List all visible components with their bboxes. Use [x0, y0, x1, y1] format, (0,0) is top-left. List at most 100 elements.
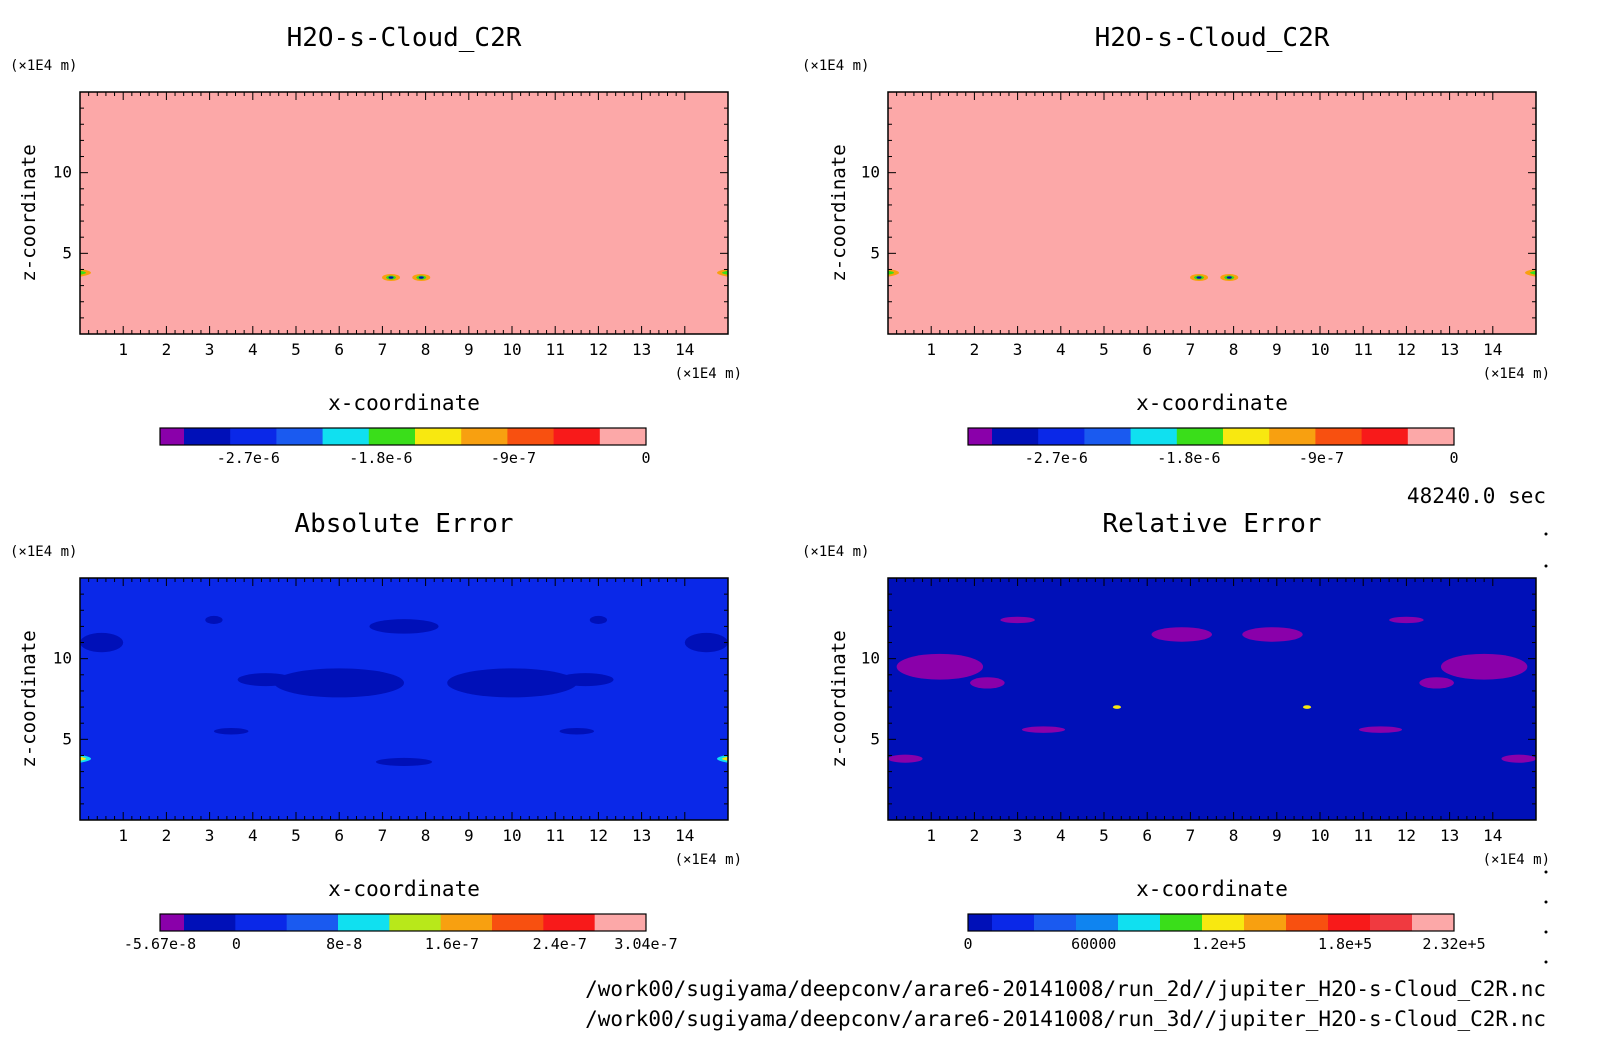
colorbar-segment [492, 914, 544, 931]
colorbar-segment [276, 428, 324, 445]
contour-patch [970, 677, 1005, 689]
panel-absolute-error: Absolute Error (×1E4 m) 1 2 3 4 5 6 7 8 9 10 11 12 1… [10, 509, 742, 953]
x-tick-label: 14 [1483, 826, 1502, 845]
y-unit-label: (×1E4 m) [802, 58, 869, 74]
x-tick-label: 14 [675, 826, 694, 845]
x-tick-label: 1 [926, 340, 936, 359]
x-tick-label: 6 [1142, 340, 1152, 359]
x-tick-label: 7 [378, 340, 388, 359]
y-axis-label: z-coordinate [18, 630, 40, 767]
colorbar-segment [1370, 914, 1413, 931]
colorbar-segment [507, 428, 555, 445]
y-unit-label: (×1E4 m) [802, 544, 869, 560]
axis-ticks [80, 578, 728, 820]
colorbar-tick-label: 0 [641, 449, 650, 467]
colorbar-segment [968, 428, 993, 445]
y-axis-label: z-coordinate [828, 630, 850, 767]
y-tick-labels: 5 10 [53, 163, 72, 263]
y-tick-label: 10 [53, 649, 72, 668]
x-tick-label: 2 [970, 826, 980, 845]
colorbar-segment [230, 428, 277, 445]
x-tick-label: 3 [205, 826, 215, 845]
x-tick-label: 11 [1354, 340, 1373, 359]
edge-feature-core [80, 756, 86, 761]
colorbar-frame [159, 427, 647, 446]
colorbar-segment [286, 914, 339, 931]
colorbar-segment [1176, 428, 1224, 445]
x-tick-label: 3 [1013, 826, 1023, 845]
x-tick-label: 7 [1186, 340, 1196, 359]
contour-patch [1151, 627, 1212, 642]
x-tick-label: 4 [248, 340, 258, 359]
field-features [80, 615, 728, 766]
contour-patch [213, 728, 249, 735]
x-tick-label: 9 [1272, 340, 1282, 359]
contour-patch [1000, 616, 1035, 624]
margin-dot [1544, 930, 1548, 934]
x-unit-label: (×1E4 m) [675, 852, 742, 868]
y-axis-label: z-coordinate [18, 144, 40, 281]
x-tick-label: 2 [162, 340, 172, 359]
feature-blob-center [1196, 276, 1202, 279]
colorbar-segment [992, 428, 1039, 445]
y-tick-label: 5 [62, 243, 72, 262]
x-tick-label: 5 [1099, 340, 1109, 359]
x-tick-label: 10 [1310, 340, 1329, 359]
colorbar-labels: 0 60000 1.2e+5 1.8e+5 2.32e+5 [963, 935, 1485, 953]
margin-dot [1544, 960, 1548, 964]
contour-patch [1358, 726, 1403, 733]
file-path-2d: /work00/sugiyama/deepconv/arare6-2014100… [585, 977, 1546, 1001]
colorbar-frame [967, 913, 1455, 932]
colorbar [159, 427, 647, 446]
x-tick-label: 5 [291, 340, 301, 359]
colorbar-segment [184, 914, 236, 931]
x-unit-label: (×1E4 m) [675, 366, 742, 382]
x-tick-label: 10 [502, 826, 521, 845]
margin-dot [1544, 900, 1548, 904]
margin-dots [1544, 532, 1548, 964]
contour-patch [589, 615, 608, 624]
x-tick-label: 1 [118, 340, 128, 359]
x-tick-label: 8 [421, 340, 431, 359]
colorbar-tick-label: -9e-7 [491, 449, 536, 467]
colorbar [967, 427, 1455, 446]
edge-feature-core [1530, 270, 1536, 275]
y-tick-label: 5 [870, 729, 880, 748]
edge-feature-core [722, 270, 728, 275]
x-tick-label: 8 [1229, 826, 1239, 845]
x-tick-label: 4 [248, 826, 258, 845]
colorbar-segment [1361, 428, 1409, 445]
x-tick-label: 2 [970, 340, 980, 359]
x-tick-label: 11 [1354, 826, 1373, 845]
x-tick-label: 5 [291, 826, 301, 845]
contour-patch [375, 757, 433, 766]
panel-h2o-3d: H2O-s-Cloud_C2R (×1E4 m) 1 2 3 4 5 6 7 8 9 10 11 12… [802, 23, 1550, 467]
colorbar-tick-label: 2.4e-7 [533, 935, 587, 953]
x-tick-label: 8 [1229, 340, 1239, 359]
field-background [888, 92, 1536, 334]
panel-title: Absolute Error [294, 509, 513, 539]
x-tick-label: 12 [589, 826, 608, 845]
x-tick-labels: 1 2 3 4 5 6 7 8 9 10 11 12 13 14 [926, 826, 1502, 845]
x-tick-label: 9 [464, 340, 474, 359]
x-tick-label: 8 [421, 826, 431, 845]
colorbar-segment [1202, 914, 1245, 931]
contour-patch [684, 632, 728, 653]
feature-blob-center [1226, 276, 1232, 279]
colorbar-tick-label: 1.2e+5 [1192, 935, 1246, 953]
colorbar-tick-label: 0 [232, 935, 241, 953]
colorbar-segment [368, 428, 416, 445]
contour-patch [237, 673, 294, 687]
x-tick-label: 6 [334, 826, 344, 845]
colorbar-tick-label: -5.67e-8 [124, 935, 196, 953]
contour-patch [447, 668, 577, 698]
plot-frame [79, 91, 729, 335]
colorbar-tick-label: 3.04e-7 [614, 935, 677, 953]
x-tick-label: 3 [1013, 340, 1023, 359]
x-tick-label: 14 [1483, 340, 1502, 359]
x-tick-label: 11 [546, 826, 565, 845]
field-background [80, 578, 728, 820]
x-axis-label: x-coordinate [328, 877, 480, 901]
colorbar-segment [1118, 914, 1161, 931]
